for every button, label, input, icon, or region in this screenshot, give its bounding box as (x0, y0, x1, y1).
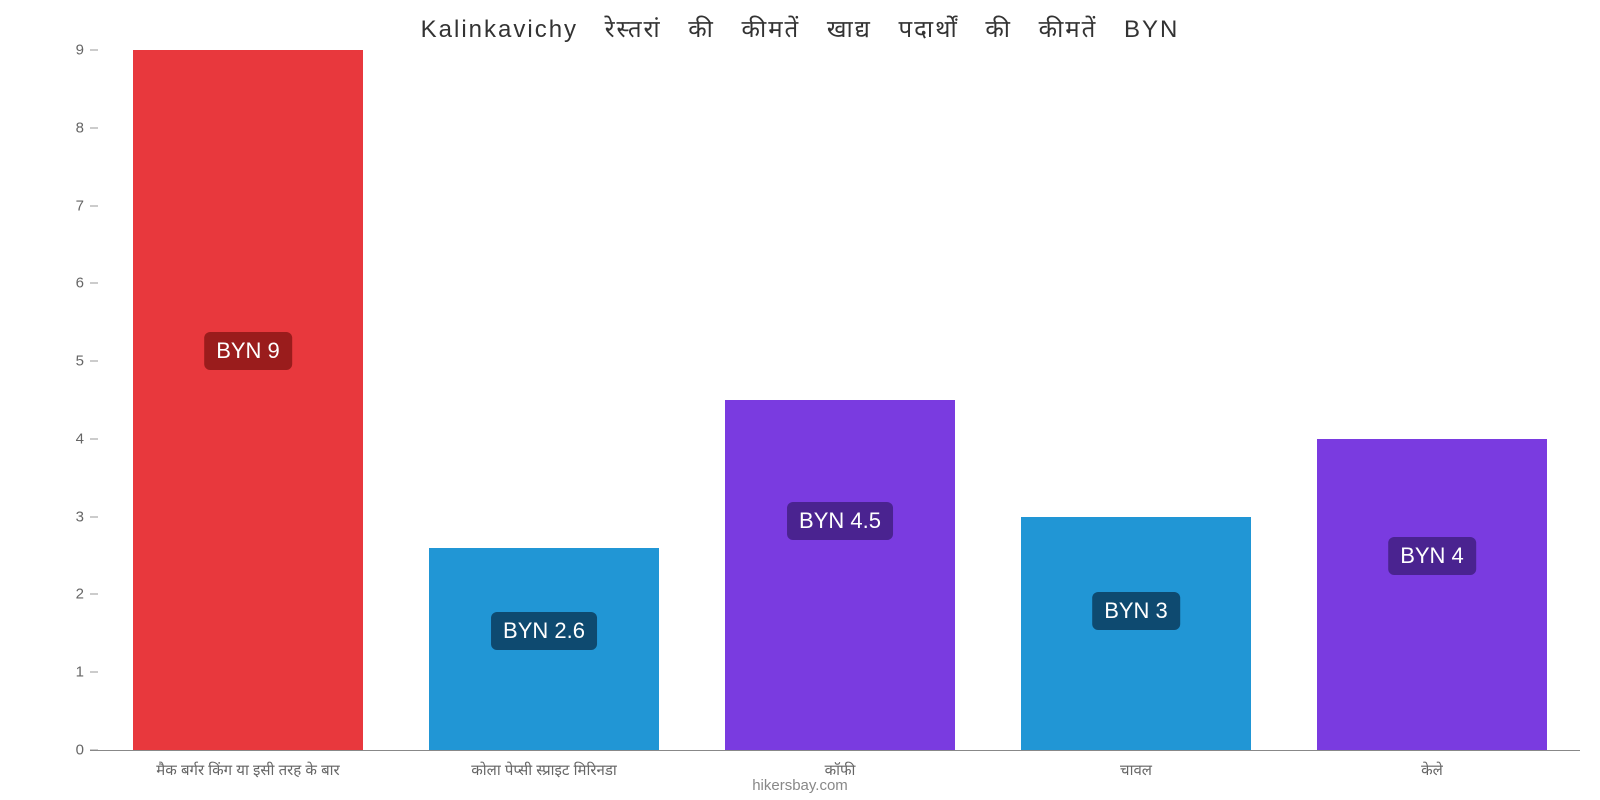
bar: BYN 2.6 (429, 548, 659, 750)
y-tick-label: 3 (54, 508, 84, 525)
bar: BYN 9 (133, 50, 363, 750)
y-tick-label: 8 (54, 119, 84, 136)
y-tick-mark (90, 672, 98, 673)
value-badge: BYN 4 (1388, 537, 1476, 575)
bar: BYN 4.5 (725, 400, 955, 750)
y-tick-label: 0 (54, 742, 84, 759)
value-badge: BYN 3 (1092, 592, 1180, 630)
chart-area: 0123456789 BYN 9 BYN 2.6 BYN 4.5 BYN 3 BYN 4… (60, 50, 1580, 750)
y-tick-label: 9 (54, 42, 84, 59)
bar: BYN 4 (1317, 439, 1547, 750)
y-tick-mark (90, 361, 98, 362)
y-axis: 0123456789 (60, 50, 90, 750)
attribution-text: hikersbay.com (0, 777, 1600, 794)
baseline (90, 750, 1580, 751)
value-badge: BYN 4.5 (787, 502, 893, 540)
y-tick-mark (90, 438, 98, 439)
y-tick-label: 1 (54, 664, 84, 681)
chart-title: Kalinkavichy रेस्तरां की कीमतें खाद्य पद… (0, 12, 1600, 45)
y-tick-mark (90, 516, 98, 517)
value-badge: BYN 2.6 (491, 612, 597, 650)
y-tick-label: 6 (54, 275, 84, 292)
y-tick-label: 2 (54, 586, 84, 603)
bar: BYN 3 (1021, 517, 1251, 750)
y-tick-mark (90, 50, 98, 51)
y-tick-mark (90, 127, 98, 128)
plot-region: BYN 9 BYN 2.6 BYN 4.5 BYN 3 BYN 4 (100, 50, 1580, 750)
y-tick-mark (90, 205, 98, 206)
y-tick-label: 4 (54, 430, 84, 447)
y-tick-label: 7 (54, 197, 84, 214)
y-tick-label: 5 (54, 353, 84, 370)
value-badge: BYN 9 (204, 332, 292, 370)
y-tick-mark (90, 283, 98, 284)
y-tick-mark (90, 594, 98, 595)
